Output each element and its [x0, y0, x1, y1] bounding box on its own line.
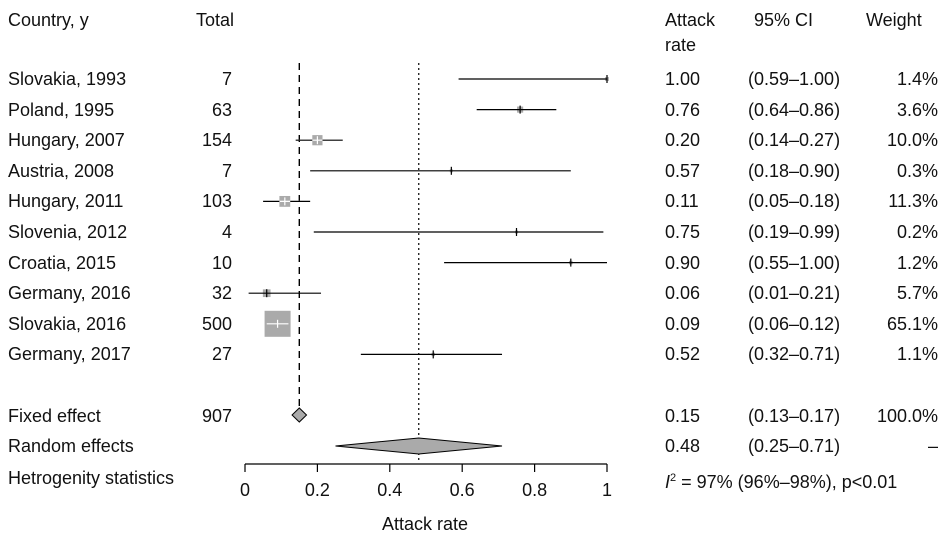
study-label: Austria, 2008: [8, 160, 115, 181]
study-label: Slovakia, 1993: [8, 69, 127, 89]
study-total: 7: [221, 160, 232, 181]
study-rate: 0.52: [665, 344, 701, 365]
x-axis-tick-label: 0.8: [522, 480, 547, 500]
study-total: 27: [211, 344, 232, 365]
study-total: 4: [221, 222, 232, 242]
fixed-effect-label: Fixed effect: [8, 406, 101, 426]
header-country: Country, y: [8, 10, 89, 30]
study-total: 7: [221, 69, 232, 89]
fixed-effect-diamond: [291, 407, 308, 423]
study-weight: 10.0%: [886, 130, 938, 151]
study-weight: 3.6%: [896, 99, 938, 120]
study-rate: 0.11: [665, 191, 699, 212]
study-rate: 0.57: [665, 160, 701, 181]
header-ci: 95% CI: [754, 10, 814, 30]
study-ci: (0.19–0.99): [748, 222, 841, 242]
heterogeneity-statistic: I2 = 97% (96%–98%), p<0.01: [665, 468, 897, 492]
study-weight: 65.1%: [886, 313, 938, 334]
x-axis-tick-label: 1: [602, 480, 612, 500]
study-weight: 11.3%: [888, 191, 938, 212]
study-weight: 5.7%: [896, 283, 938, 304]
study-rate: 0.20: [665, 130, 701, 151]
study-total: 32: [211, 283, 232, 304]
x-axis-tick-label: 0: [240, 480, 250, 500]
fixed-effect-ci: (0.13–0.17): [748, 406, 841, 426]
study-total: 154: [201, 130, 232, 151]
study-weight: 1.1%: [896, 344, 938, 365]
random-effects-weight: –: [927, 436, 938, 456]
fixed-effect-rate: 0.15: [665, 406, 701, 426]
study-total: 500: [201, 313, 232, 334]
study-total: 103: [201, 191, 232, 212]
header-rate-line1: Attack: [665, 10, 716, 30]
x-axis-label: Attack rate: [381, 514, 469, 534]
random-effects-diamond: [335, 437, 503, 455]
study-weight: 1.4%: [896, 69, 938, 89]
study-ci: (0.59–1.00): [748, 69, 841, 89]
heterogeneity-label: Hetrogenity statistics: [8, 468, 175, 488]
study-rate: 0.76: [665, 99, 701, 120]
study-label: Poland, 1995: [8, 99, 115, 120]
study-label: Croatia, 2015: [8, 252, 117, 273]
study-weight: 0.2%: [896, 222, 938, 242]
study-ci: (0.18–0.90): [748, 160, 841, 181]
random-effects-label: Random effects: [8, 436, 134, 456]
study-rate: 0.06: [665, 283, 701, 304]
x-axis-tick-label: 0.6: [450, 480, 475, 500]
study-ci: (0.06–0.12): [748, 313, 841, 334]
study-ci: (0.01–0.21): [748, 283, 841, 304]
study-ci: (0.05–0.18): [748, 191, 841, 212]
study-rate: 0.75: [665, 222, 701, 242]
study-label: Germany, 2016: [8, 283, 131, 304]
x-axis-tick-label: 0.2: [305, 480, 330, 500]
header-rate-line2: rate: [665, 35, 697, 55]
study-ci: (0.64–0.86): [748, 99, 841, 120]
random-effects-rate: 0.48: [665, 436, 701, 456]
header-total: Total: [196, 10, 235, 30]
study-ci: (0.14–0.27): [748, 130, 841, 151]
study-rate: 0.09: [665, 313, 701, 334]
study-total: 10: [211, 252, 232, 273]
study-rate: 0.90: [665, 252, 701, 273]
heterogeneity-values: = 97% (96%–98%), p<0.01: [676, 472, 898, 492]
study-label: Slovenia, 2012: [8, 222, 128, 242]
study-label: Germany, 2017: [8, 344, 131, 365]
header-weight: Weight: [866, 10, 922, 30]
random-effects-ci: (0.25–0.71): [748, 436, 841, 456]
study-weight: 0.3%: [896, 160, 938, 181]
i2-symbol: I: [665, 472, 671, 492]
fixed-effect-total: 907: [201, 406, 232, 426]
x-axis-tick-label: 0.4: [377, 480, 402, 500]
study-weight: 1.2%: [896, 252, 938, 273]
study-label: Hungary, 2007: [8, 130, 125, 151]
study-ci: (0.32–0.71): [748, 344, 841, 365]
study-label: Slovakia, 2016: [8, 313, 127, 334]
study-label: Hungary, 2011: [8, 191, 124, 212]
fixed-effect-weight: 100.0%: [876, 406, 938, 426]
study-ci: (0.55–1.00): [748, 252, 841, 273]
i2-superscript: 2: [670, 472, 677, 484]
study-total: 63: [211, 99, 232, 120]
study-rate: 1.00: [665, 69, 701, 89]
